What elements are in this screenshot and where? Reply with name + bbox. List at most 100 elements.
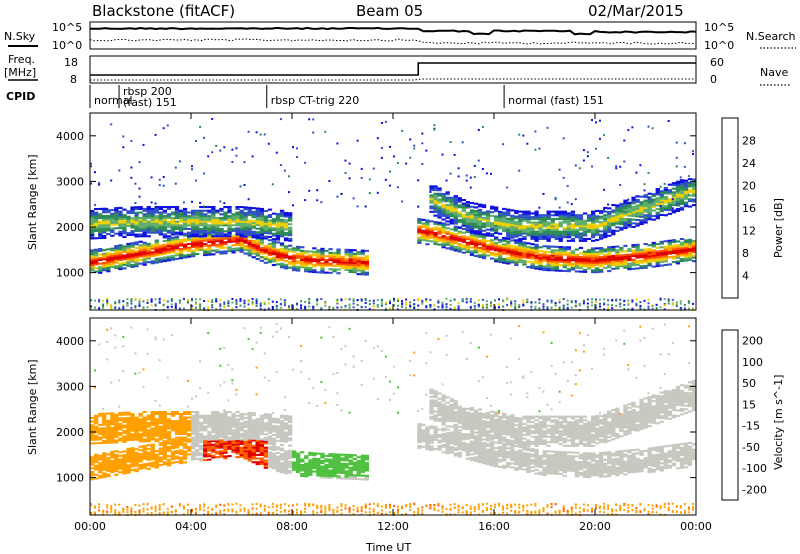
echo-cell (490, 301, 492, 304)
echo-cell (687, 257, 693, 260)
noise-panel: N.Sky 10^5 10^0 10^5 10^0 N.Search (4, 21, 796, 52)
echo-cell (191, 397, 193, 400)
echo-cell (433, 308, 436, 311)
echo-cell (158, 220, 163, 223)
echo-cell (550, 252, 555, 255)
echo-cell (360, 251, 365, 254)
echo-cell (203, 220, 208, 223)
echo-cell (90, 233, 95, 236)
echo-cell (570, 264, 576, 267)
echo-cell (110, 419, 115, 422)
echo-cell (296, 245, 301, 248)
echo-cell (174, 233, 180, 236)
echo-cell (445, 191, 450, 194)
echo-cell (215, 245, 220, 248)
echo-cell (591, 232, 596, 235)
echo-cell (227, 220, 232, 223)
echo-cell (255, 252, 260, 255)
echo-cell (574, 228, 580, 231)
echo-cell (138, 222, 143, 225)
echo-cell (526, 228, 531, 231)
echo-cell (187, 503, 189, 506)
echo-cell (203, 250, 208, 253)
echo-cell (187, 227, 192, 230)
echo-cell (566, 268, 571, 271)
echo-cell (651, 245, 656, 248)
echo-cell (647, 244, 652, 247)
echo-cell (485, 228, 491, 231)
echo-cell (162, 227, 167, 230)
echo-cell (465, 301, 468, 304)
echo-cell (243, 252, 248, 255)
echo-cell (449, 235, 454, 238)
echo-cell (574, 236, 580, 239)
echo-cell (692, 260, 697, 263)
echo-cell (562, 221, 567, 224)
echo-cell (146, 432, 151, 435)
echo-cell (534, 237, 539, 240)
echo-cell (94, 208, 99, 211)
echo-cell (134, 182, 137, 185)
echo-cell (667, 248, 672, 251)
echo-cell (142, 431, 147, 434)
echo-cell (384, 120, 387, 123)
echo-cell (150, 209, 155, 212)
echo-cell (166, 300, 169, 303)
echo-cell (477, 214, 483, 217)
echo-cell (397, 298, 399, 301)
echo-cell (203, 218, 208, 221)
echo-cell (126, 449, 131, 452)
echo-cell (178, 456, 184, 459)
echo-cell (146, 257, 151, 260)
echo-cell (461, 251, 466, 254)
echo-cell (643, 299, 646, 302)
echo-cell (275, 238, 281, 241)
echo-cell (352, 256, 357, 259)
echo-cell (259, 227, 264, 230)
echo-cell (356, 260, 361, 263)
echo-cell (364, 302, 367, 304)
echo-cell (518, 228, 523, 231)
echo-cell (667, 207, 672, 210)
echo-cell (134, 510, 137, 513)
echo-cell (126, 447, 131, 450)
echo-cell (647, 264, 652, 267)
echo-cell (150, 229, 155, 232)
echo-cell (138, 300, 141, 303)
echo-cell (154, 252, 159, 255)
echo-cell (178, 244, 184, 247)
echo-cell (574, 259, 580, 262)
echo-cell (534, 260, 539, 263)
echo-cell (671, 257, 677, 260)
echo-cell (174, 450, 180, 453)
echo-cell (292, 258, 297, 261)
echo-cell (223, 213, 228, 216)
echo-cell (368, 192, 371, 195)
echo-cell (102, 463, 107, 466)
echo-cell (219, 200, 222, 203)
echo-cell (215, 441, 220, 444)
echo-cell (429, 231, 434, 234)
echo-cell (215, 450, 220, 453)
echo-cell (639, 213, 644, 216)
echo-cell (603, 253, 608, 256)
echo-cell (586, 155, 589, 158)
echo-cell (562, 307, 565, 310)
echo-cell (651, 265, 656, 268)
echo-cell (498, 248, 503, 251)
echo-cell (98, 253, 103, 256)
echo-cell (627, 203, 632, 206)
echo-cell (554, 198, 557, 201)
echo-cell (174, 431, 180, 434)
echo-cell (178, 301, 181, 304)
echo-cell (187, 447, 192, 450)
echo-cell (191, 443, 196, 446)
echo-cell (122, 461, 127, 464)
noise-tick-high-right: 10^5 (704, 21, 734, 34)
echo-cell (655, 213, 660, 216)
echo-cell (178, 248, 184, 251)
echo-cell (118, 264, 123, 267)
echo-cell (481, 213, 487, 216)
echo-cell (437, 236, 442, 239)
echo-cell (118, 454, 123, 457)
